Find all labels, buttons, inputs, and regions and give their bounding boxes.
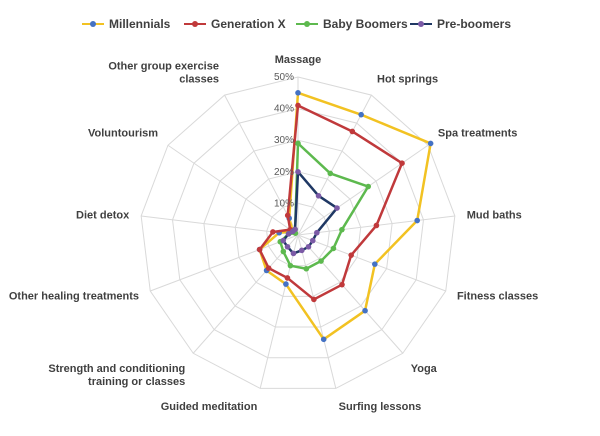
category-label-3: Mud baths: [467, 210, 522, 222]
legend-item-baby-boomers: Baby Boomers: [296, 14, 408, 34]
grid-spoke-7: [259, 234, 299, 389]
legend-swatch-generation-x: [184, 18, 206, 30]
grid-ring-5: [140, 76, 456, 389]
series-3-point-5: [305, 244, 312, 250]
series-3-point-4: [309, 237, 316, 244]
series-3-point-7: [290, 250, 297, 257]
series-2-point-3: [339, 226, 345, 233]
legend-label-baby-boomers: Baby Boomers: [323, 17, 408, 31]
category-label-2: Spa treatments: [438, 127, 517, 139]
series-3-point-9: [280, 237, 287, 244]
legend-label-pre-boomers: Pre-boomers: [437, 17, 512, 31]
grid-ring-4: [172, 108, 424, 359]
series-0-point-7: [283, 281, 289, 287]
category-label-6: Surfing lessons: [339, 401, 422, 413]
legend-item-millennials: Millennials: [82, 14, 170, 34]
series-1-point-5: [339, 281, 345, 288]
grid-spoke-5: [297, 234, 404, 354]
grid-ring-1: [266, 202, 330, 267]
series-0-point-5: [362, 307, 368, 314]
series-line-1: [258, 104, 404, 301]
grid-spoke-11: [167, 144, 299, 236]
series-2-point-2: [365, 183, 372, 190]
category-label-10: Diet detox: [76, 210, 130, 222]
series-3-point-12: [292, 226, 298, 233]
series-0-point-3: [414, 217, 421, 224]
series-0-point-2: [427, 140, 434, 147]
series-1-point-9: [256, 246, 263, 253]
series-1-point-3: [373, 222, 380, 229]
category-label-11: Voluntourism: [88, 127, 158, 139]
legend-item-generation-x: Generation X: [184, 14, 286, 34]
series-2-point-4: [330, 245, 337, 252]
category-label-4: Fitness classes: [457, 290, 538, 302]
legend-label-millennials: Millennials: [109, 17, 171, 31]
grid-spoke-4: [297, 234, 446, 292]
category-label-0: Massage: [275, 54, 321, 66]
legend: Millennials Generation X Baby Boomers Pr…: [0, 14, 600, 34]
series-2-point-7: [287, 262, 294, 269]
series-3-point-0: [295, 169, 301, 175]
tick-label-1: 10%: [274, 198, 294, 209]
series-3-point-8: [284, 244, 291, 250]
legend-swatch-pre-boomers: [410, 18, 432, 30]
series-1-point-10: [270, 229, 276, 235]
series-0-point-0: [295, 90, 301, 96]
tick-label-3: 30%: [274, 135, 294, 146]
series-2-point-8: [280, 248, 287, 255]
legend-swatch-baby-boomers: [296, 18, 318, 30]
series-1-point-4: [348, 252, 354, 258]
tick-label-5: 50%: [274, 72, 294, 83]
series-0-point-1: [358, 111, 364, 118]
category-label-12: Other group exercise classes: [108, 60, 219, 85]
series-1-point-6: [311, 296, 317, 303]
category-label-8: Strength and conditioning training or cla…: [48, 363, 185, 388]
series-1-point-12: [284, 212, 291, 219]
category-label-9: Other healing treatments: [9, 290, 139, 302]
series-0-point-6: [320, 336, 327, 343]
series-1-point-2: [399, 160, 405, 166]
series-2-point-1: [327, 170, 334, 177]
category-label-7: Guided meditation: [161, 401, 258, 413]
grid-spoke-8: [192, 234, 299, 354]
series-0-point-4: [372, 261, 378, 267]
grid-spoke-6: [297, 234, 337, 389]
series-3-point-2: [334, 205, 340, 211]
grid-spoke-9: [150, 234, 299, 292]
series-1-point-1: [349, 128, 356, 135]
legend-swatch-millennials: [82, 18, 104, 30]
grid-spoke-12: [224, 94, 299, 236]
legend-item-pre-boomers: Pre-boomers: [410, 14, 511, 34]
tick-label-2: 20%: [274, 167, 294, 178]
grid-spoke-1: [297, 94, 372, 236]
series-3-point-6: [298, 247, 305, 254]
legend-label-generation-x: Generation X: [211, 17, 286, 31]
grid-ring-3: [203, 139, 393, 328]
category-label-5: Yoga: [411, 363, 438, 375]
series-3-point-1: [315, 193, 322, 199]
series-2-point-5: [318, 258, 324, 264]
tick-label-4: 40%: [274, 104, 294, 115]
series-1-point-8: [265, 265, 272, 271]
series-3-point-3: [314, 229, 320, 236]
series-2-point-0: [295, 140, 301, 147]
series-2-point-6: [303, 265, 310, 272]
series-1-point-7: [284, 275, 291, 281]
grid-spoke-2: [297, 144, 429, 236]
series-1-point-0: [295, 102, 301, 109]
category-label-1: Hot springs: [377, 73, 438, 85]
grid-ring-2: [234, 171, 362, 297]
series-3-point-10: [285, 231, 292, 237]
